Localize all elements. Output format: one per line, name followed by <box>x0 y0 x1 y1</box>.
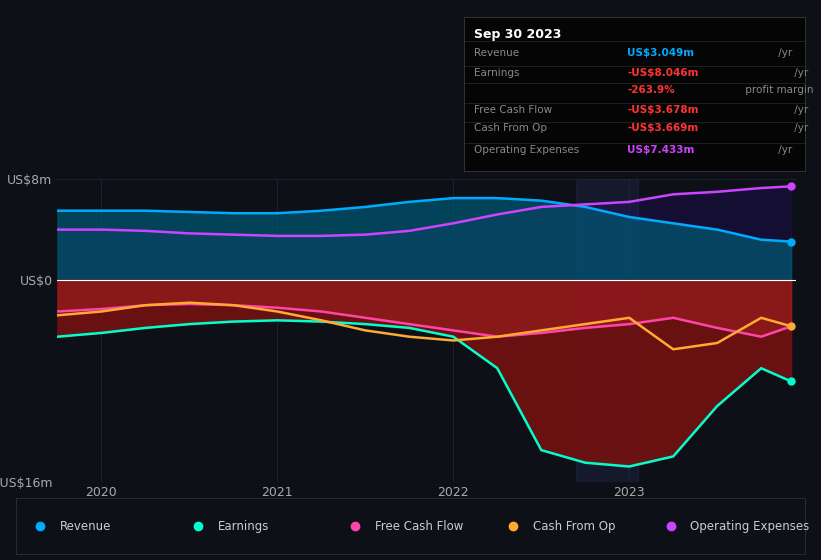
Text: -US$3.669m: -US$3.669m <box>627 123 699 133</box>
Text: /yr: /yr <box>791 105 808 115</box>
Text: Revenue: Revenue <box>474 48 519 58</box>
Text: Revenue: Revenue <box>60 520 111 533</box>
Text: -US$8.046m: -US$8.046m <box>627 68 699 78</box>
Text: Free Cash Flow: Free Cash Flow <box>474 105 553 115</box>
Text: /yr: /yr <box>774 48 791 58</box>
Text: -US$3.678m: -US$3.678m <box>627 105 699 115</box>
Text: -263.9%: -263.9% <box>627 85 675 95</box>
Bar <box>576 179 638 482</box>
Text: profit margin: profit margin <box>742 85 814 95</box>
Text: Sep 30 2023: Sep 30 2023 <box>474 27 562 40</box>
Text: Operating Expenses: Operating Expenses <box>474 144 580 155</box>
Text: US$7.433m: US$7.433m <box>627 144 695 155</box>
Text: /yr: /yr <box>791 123 808 133</box>
Text: Earnings: Earnings <box>218 520 268 533</box>
Text: /yr: /yr <box>791 68 808 78</box>
Text: Operating Expenses: Operating Expenses <box>690 520 810 533</box>
Text: US$3.049m: US$3.049m <box>627 48 695 58</box>
Text: Cash From Op: Cash From Op <box>533 520 615 533</box>
Text: Free Cash Flow: Free Cash Flow <box>375 520 463 533</box>
Text: Cash From Op: Cash From Op <box>474 123 547 133</box>
Text: Earnings: Earnings <box>474 68 520 78</box>
Text: /yr: /yr <box>774 144 791 155</box>
